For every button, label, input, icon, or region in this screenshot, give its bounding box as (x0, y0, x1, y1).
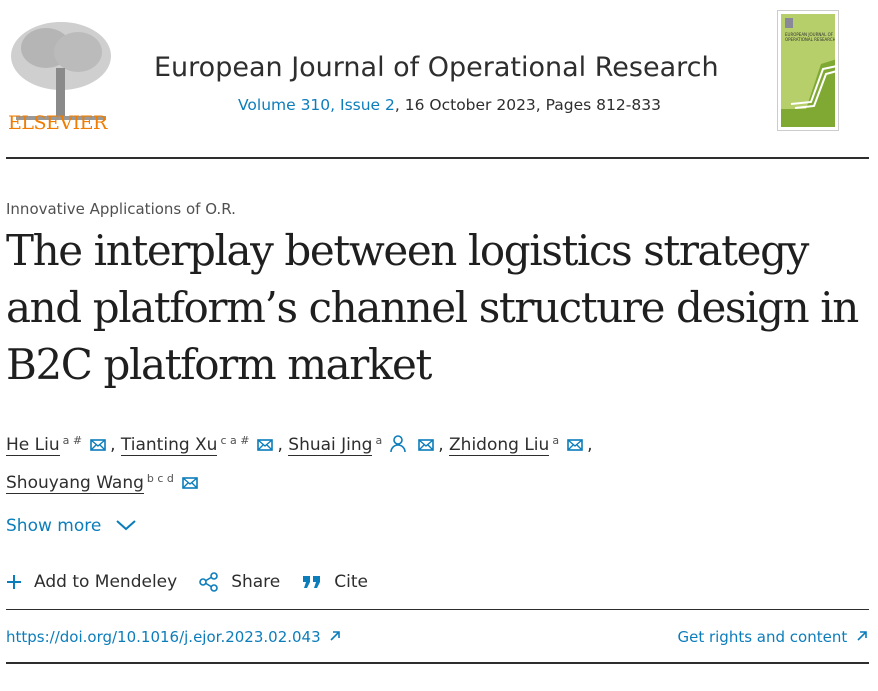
article-section: Innovative Applications of O.R. (6, 200, 236, 218)
person-icon[interactable] (390, 435, 407, 453)
doi-link[interactable]: https://doi.org/10.1016/j.ejor.2023.02.0… (6, 628, 341, 646)
author-link[interactable]: He Liu (6, 435, 60, 456)
author-affiliation: b c d (146, 472, 174, 485)
quote-icon (303, 576, 321, 588)
plus-icon (7, 575, 21, 589)
cite-button[interactable]: Cite (302, 572, 368, 592)
svg-text:OPERATIONAL RESEARCH: OPERATIONAL RESEARCH (785, 37, 835, 42)
rights-and-content-link[interactable]: Get rights and content (677, 628, 868, 646)
author-affiliation: a (552, 434, 560, 447)
share-button[interactable]: Share (199, 572, 280, 592)
external-link-icon (330, 631, 341, 641)
svg-text:EUROPEAN JOURNAL OF: EUROPEAN JOURNAL OF (785, 32, 834, 37)
issue-details: , 16 October 2023, Pages 812-833 (394, 96, 661, 114)
journal-title-link[interactable]: European Journal of Operational Research (154, 52, 719, 83)
chevron-down-icon (116, 520, 136, 531)
email-icon[interactable] (90, 439, 106, 451)
email-icon[interactable] (418, 439, 435, 451)
bottom-divider (6, 662, 869, 664)
issue-info: Volume 310, Issue 2, 16 October 2023, Pa… (238, 96, 661, 114)
article-actions: Add to Mendeley Share Cite (6, 572, 390, 592)
email-icon[interactable] (182, 477, 198, 489)
author-affiliation: a (375, 434, 383, 447)
share-label: Share (231, 572, 281, 592)
add-to-mendeley-button[interactable]: Add to Mendeley (6, 572, 177, 592)
elsevier-wordmark: ELSEVIER (8, 112, 107, 134)
author-affiliation: a # (62, 434, 83, 447)
actions-divider (6, 609, 869, 610)
mendeley-label: Add to Mendeley (34, 572, 178, 592)
doi-text: https://doi.org/10.1016/j.ejor.2023.02.0… (6, 628, 321, 646)
author-link[interactable]: Tianting Xu (120, 435, 218, 456)
email-icon[interactable] (567, 439, 583, 451)
cite-label: Cite (334, 572, 368, 592)
elsevier-tree-logo[interactable] (6, 8, 116, 133)
article-title: The interplay between logistics strategy… (6, 226, 859, 389)
show-more-button[interactable]: Show more (6, 516, 137, 536)
external-link-icon (857, 631, 867, 641)
show-more-label: Show more (6, 516, 102, 536)
author-affiliation: c a # (220, 434, 250, 447)
journal-cover-image[interactable]: EUROPEAN JOURNAL OF OPERATIONAL RESEARCH (777, 10, 839, 131)
header-divider (6, 157, 869, 159)
author-link[interactable]: Shuai Jing (288, 435, 373, 456)
share-icon (199, 572, 218, 592)
rights-text: Get rights and content (677, 628, 848, 646)
email-icon[interactable] (257, 439, 274, 451)
issue-link[interactable]: Volume 310, Issue 2 (238, 96, 395, 114)
author-link[interactable]: Shouyang Wang (6, 473, 144, 494)
author-link[interactable]: Zhidong Liu (449, 435, 550, 456)
author-list: He Liu a #, Tianting Xu c a #, Shuai Jing a… (6, 434, 593, 494)
